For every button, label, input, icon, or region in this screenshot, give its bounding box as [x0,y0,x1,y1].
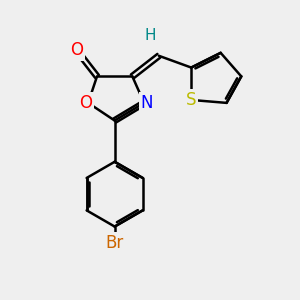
Text: O: O [79,94,92,112]
Text: H: H [144,28,156,43]
Text: S: S [186,91,196,109]
Text: N: N [141,94,153,112]
Text: O: O [70,41,83,59]
Text: Br: Br [106,234,124,252]
